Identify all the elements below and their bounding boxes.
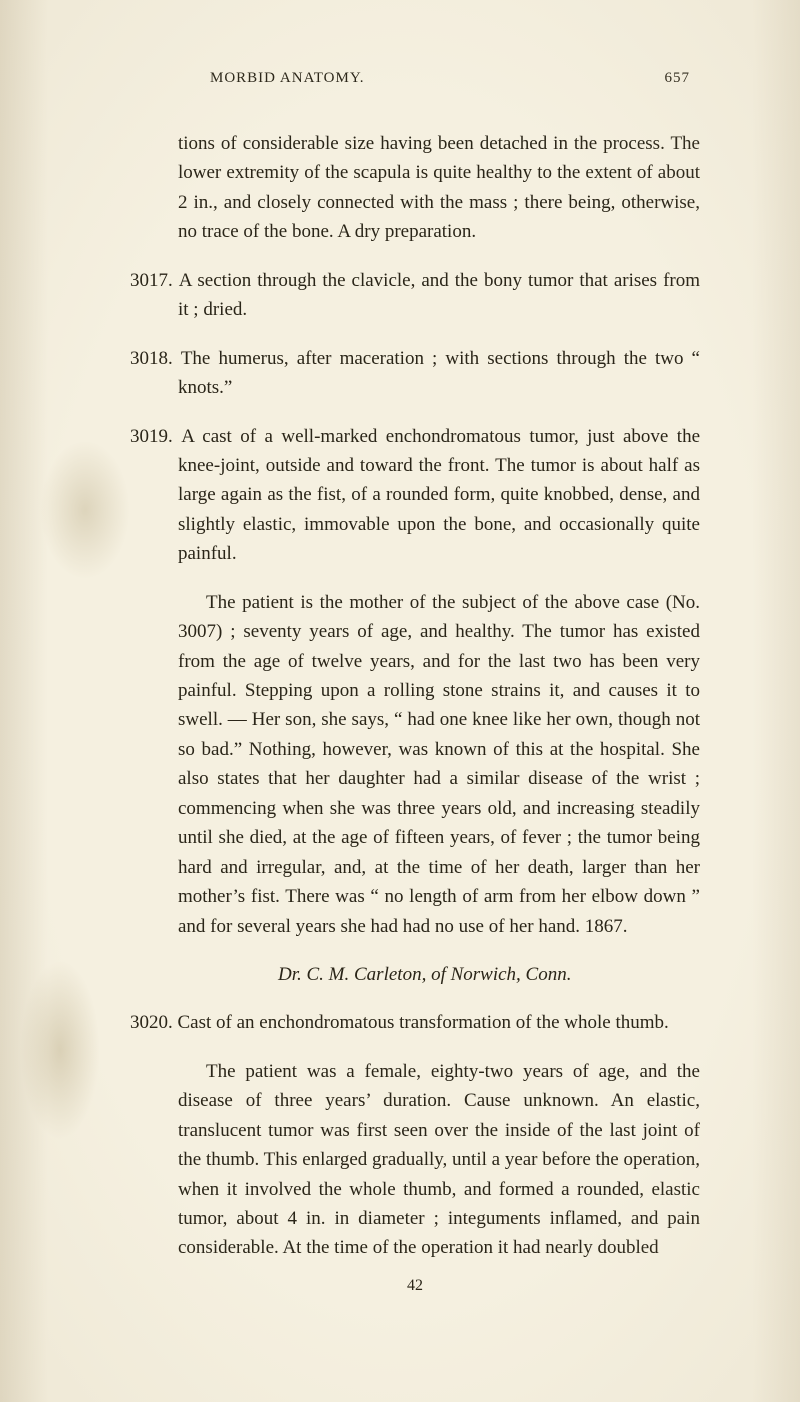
entry-paragraph: The patient was a female, eighty-two yea… [130,1057,700,1263]
entry-continuation: tions of considerable size having been d… [130,129,700,247]
catalog-entry: 3018. The humerus, after maceration ; wi… [130,344,700,403]
catalog-entry: 3020. Cast of an enchondromatous transfo… [130,1008,700,1037]
running-title: MORBID ANATOMY. [210,70,364,87]
entry-number: 3019. [130,426,181,447]
entry-number: 3017. [130,270,179,291]
page-number: 657 [665,70,691,87]
attribution: Dr. C. M. Carleton, of Norwich, Conn. [130,960,700,989]
page: MORBID ANATOMY. 657 tions of considerabl… [0,0,800,1402]
running-header: MORBID ANATOMY. 657 [130,70,700,87]
entry-number: 3020. [130,1012,178,1033]
paper-stain [40,440,130,580]
signature-number: 42 [130,1277,700,1295]
entry-number: 3018. [130,348,181,369]
catalog-entry: 3019. A cast of a well-marked enchondrom… [130,422,700,569]
paper-stain [20,960,100,1140]
body-text: tions of considerable size having been d… [130,129,700,1263]
catalog-entry: 3017. A section through the clavicle, an… [130,266,700,325]
entry-paragraph: The patient is the mother of the subject… [130,588,700,941]
